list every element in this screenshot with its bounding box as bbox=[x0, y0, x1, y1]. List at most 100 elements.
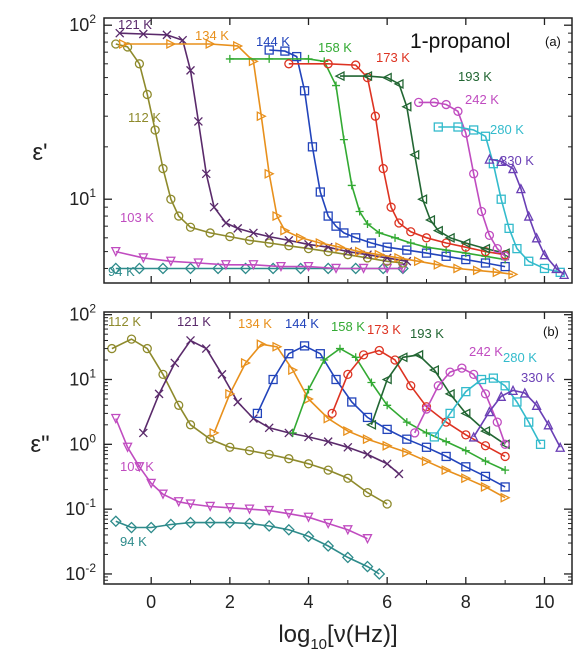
temperature-label-280k: 280 K bbox=[503, 350, 537, 365]
data-point bbox=[499, 248, 510, 259]
data-point bbox=[264, 168, 275, 179]
data-point bbox=[461, 473, 472, 484]
data-point bbox=[512, 397, 522, 407]
data-point bbox=[362, 434, 373, 445]
data-point bbox=[265, 54, 274, 63]
fit-line bbox=[473, 389, 561, 448]
x-axis-label-rest: [ν(Hz)] bbox=[327, 621, 398, 648]
data-point bbox=[193, 116, 203, 126]
data-point bbox=[535, 439, 546, 449]
data-point bbox=[421, 233, 432, 243]
data-point bbox=[358, 350, 369, 360]
data-point bbox=[402, 245, 412, 255]
data-point bbox=[225, 388, 236, 399]
data-point bbox=[233, 40, 244, 51]
series-330k bbox=[484, 153, 570, 280]
data-point bbox=[382, 459, 392, 469]
data-point bbox=[292, 51, 302, 62]
y-tick-label: 10-2 bbox=[65, 561, 96, 584]
data-point bbox=[469, 125, 479, 135]
data-point bbox=[224, 503, 235, 514]
data-point bbox=[343, 426, 354, 437]
data-point bbox=[225, 442, 235, 452]
data-point bbox=[252, 408, 263, 419]
data-point bbox=[201, 344, 211, 354]
data-point bbox=[299, 341, 310, 351]
data-point bbox=[512, 243, 522, 254]
data-point bbox=[327, 408, 337, 419]
data-point bbox=[280, 225, 291, 236]
fit-line bbox=[115, 250, 403, 270]
data-point bbox=[347, 397, 357, 407]
data-point bbox=[154, 389, 164, 399]
data-point bbox=[500, 451, 510, 462]
data-point bbox=[264, 449, 274, 460]
data-point bbox=[248, 228, 258, 238]
fit-line bbox=[433, 377, 542, 445]
series-242k bbox=[413, 97, 510, 261]
data-point bbox=[303, 512, 314, 523]
panel-a-frame bbox=[103, 17, 573, 284]
data-point bbox=[347, 181, 356, 190]
data-point bbox=[223, 516, 236, 529]
data-point bbox=[125, 521, 138, 534]
data-point bbox=[453, 106, 463, 116]
data-point bbox=[264, 232, 274, 242]
data-point bbox=[304, 385, 313, 394]
data-point bbox=[283, 509, 294, 520]
data-point bbox=[366, 238, 377, 248]
data-point bbox=[204, 516, 217, 529]
data-point bbox=[519, 387, 530, 398]
data-point bbox=[424, 214, 436, 226]
data-point bbox=[240, 357, 252, 369]
data-point bbox=[507, 384, 519, 396]
data-point bbox=[492, 267, 503, 278]
x-tick-label-4: 4 bbox=[303, 592, 313, 612]
fit-line bbox=[438, 126, 561, 274]
data-point bbox=[165, 256, 176, 267]
data-point bbox=[323, 413, 334, 424]
fit-line bbox=[111, 338, 388, 505]
series-94k bbox=[109, 515, 386, 580]
data-point bbox=[239, 262, 252, 275]
data-point bbox=[469, 169, 479, 179]
data-point bbox=[469, 369, 479, 380]
data-point bbox=[382, 440, 393, 451]
data-point bbox=[150, 125, 160, 135]
series-330k bbox=[468, 384, 566, 452]
data-point bbox=[284, 241, 294, 251]
x-axis-label-sub: 10 bbox=[310, 636, 327, 653]
data-point bbox=[422, 428, 431, 437]
data-point bbox=[413, 256, 425, 267]
data-point bbox=[555, 441, 566, 452]
data-point bbox=[457, 363, 467, 373]
data-point bbox=[461, 462, 471, 472]
data-point bbox=[323, 211, 333, 221]
temperature-label-173k: 173 K bbox=[376, 50, 410, 65]
data-point bbox=[370, 111, 381, 121]
data-point bbox=[460, 237, 471, 249]
fit-line bbox=[340, 75, 506, 254]
data-point bbox=[375, 228, 384, 237]
data-point bbox=[233, 223, 243, 233]
data-point bbox=[323, 465, 333, 475]
data-point bbox=[523, 210, 534, 221]
data-point bbox=[484, 406, 495, 417]
data-point bbox=[126, 334, 137, 344]
data-point bbox=[539, 263, 550, 274]
data-point bbox=[433, 259, 444, 270]
data-point bbox=[480, 471, 491, 482]
fit-line bbox=[256, 345, 506, 488]
data-point bbox=[119, 38, 130, 50]
data-point bbox=[331, 374, 341, 385]
panel-a-label: (a) bbox=[545, 34, 561, 49]
panel-b-series bbox=[107, 334, 566, 580]
series-112k bbox=[107, 334, 392, 509]
data-point bbox=[304, 239, 313, 249]
y-tick-label: 100 bbox=[69, 431, 96, 454]
data-point bbox=[453, 122, 463, 132]
temperature-label-158k: 158 K bbox=[331, 319, 365, 334]
data-point bbox=[225, 231, 235, 242]
data-point bbox=[442, 437, 451, 446]
